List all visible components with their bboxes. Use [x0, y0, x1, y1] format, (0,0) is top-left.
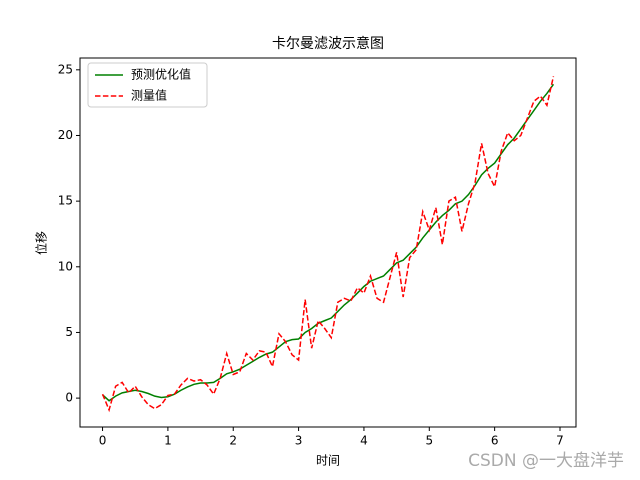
watermark: CSDN @一大盘洋芋 [468, 451, 624, 471]
y-axis-label: 位移 [34, 231, 49, 255]
y-tick-label: 25 [58, 62, 73, 76]
y-tick-label: 5 [65, 325, 73, 339]
line-series [102, 83, 555, 402]
x-tick-label: 2 [229, 434, 237, 448]
x-tick-label: 3 [295, 434, 303, 448]
legend-label: 预测优化值 [131, 67, 191, 82]
plot-frame [79, 57, 577, 428]
y-tick-label: 10 [58, 259, 73, 273]
chart-title: 卡尔曼滤波示意图 [272, 35, 384, 52]
line-series [101, 76, 555, 413]
x-tick-label: 6 [491, 434, 499, 448]
y-tick-label: 15 [58, 194, 73, 208]
y-tick-label: 0 [65, 391, 73, 405]
x-tick-label: 7 [556, 434, 564, 448]
x-tick-label: 5 [425, 434, 433, 448]
x-tick-label: 4 [360, 434, 368, 448]
legend-box [87, 62, 208, 108]
legend-label: 测量值 [131, 88, 167, 103]
x-axis-label: 时间 [316, 454, 340, 468]
x-tick-label: 1 [164, 434, 172, 448]
y-tick-label: 20 [58, 128, 73, 142]
x-tick-label: 0 [99, 434, 107, 448]
